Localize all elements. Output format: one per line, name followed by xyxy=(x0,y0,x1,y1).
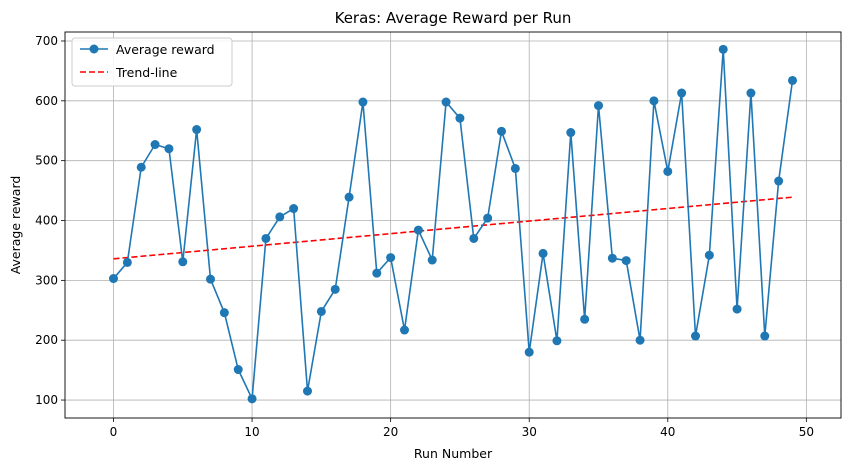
data-point xyxy=(413,225,423,235)
data-point xyxy=(497,126,506,136)
data-point xyxy=(289,204,299,214)
data-point xyxy=(136,162,146,172)
data-point xyxy=(635,335,645,345)
data-point xyxy=(178,257,188,267)
data-point xyxy=(691,331,700,341)
data-point xyxy=(386,253,396,263)
data-point xyxy=(316,306,326,316)
data-point xyxy=(344,192,354,202)
plot-frame xyxy=(64,31,842,419)
data-point xyxy=(247,394,257,404)
plot-area xyxy=(109,44,797,404)
y-axis-label: Average reward xyxy=(8,176,23,275)
y-tick-label: 500 xyxy=(35,154,58,168)
y-tick-label: 100 xyxy=(35,393,58,407)
data-point xyxy=(192,125,202,135)
data-point xyxy=(358,97,368,107)
data-point xyxy=(455,113,465,123)
data-point xyxy=(150,140,160,150)
data-point xyxy=(109,274,118,284)
data-point xyxy=(566,128,576,138)
x-axis: 0 10 20 30 40 50 xyxy=(110,418,814,439)
x-tick-label: 20 xyxy=(383,425,398,439)
data-point xyxy=(233,365,243,375)
y-tick-label: 600 xyxy=(35,94,58,108)
data-point xyxy=(718,44,728,54)
data-point xyxy=(607,253,617,263)
data-point xyxy=(788,75,797,85)
data-point xyxy=(330,284,340,294)
data-point xyxy=(774,176,784,186)
legend: Average reward Trend-line xyxy=(71,37,233,87)
data-point xyxy=(510,163,520,173)
data-point xyxy=(663,166,673,176)
data-point xyxy=(469,233,479,243)
y-tick-label: 700 xyxy=(35,34,58,48)
y-axis: 100 200 300 400 500 600 700 xyxy=(35,34,65,407)
y-tick-label: 300 xyxy=(35,273,58,287)
legend-marker-average-reward xyxy=(89,44,99,54)
x-tick-label: 10 xyxy=(244,425,259,439)
data-point xyxy=(649,96,659,106)
legend-box xyxy=(71,37,233,87)
data-point xyxy=(732,304,742,314)
data-point xyxy=(164,144,174,154)
x-tick-label: 30 xyxy=(522,425,537,439)
legend-label-average-reward: Average reward xyxy=(116,42,215,57)
data-point xyxy=(206,274,215,284)
data-point xyxy=(400,325,409,335)
data-point xyxy=(427,255,437,265)
y-tick-label: 200 xyxy=(35,333,58,347)
data-point xyxy=(580,314,590,324)
x-axis-label: Run Number xyxy=(414,446,493,461)
x-tick-label: 0 xyxy=(110,425,118,439)
chart-title: Keras: Average Reward per Run xyxy=(335,9,572,27)
data-point xyxy=(261,233,271,243)
data-point xyxy=(677,88,687,98)
data-point xyxy=(275,212,285,222)
data-point xyxy=(746,88,756,98)
data-point xyxy=(122,257,132,267)
data-point xyxy=(621,256,631,266)
data-point xyxy=(552,336,562,346)
series-trend-line xyxy=(113,196,793,260)
data-point xyxy=(219,308,229,318)
legend-label-trend-line: Trend-line xyxy=(115,65,178,80)
data-point xyxy=(538,248,548,258)
data-point xyxy=(594,101,603,111)
x-tick-label: 40 xyxy=(660,425,675,439)
data-point xyxy=(524,347,534,357)
data-point xyxy=(372,268,382,278)
x-tick-label: 50 xyxy=(799,425,814,439)
data-point xyxy=(704,250,714,260)
data-point xyxy=(760,331,770,341)
series-average-reward-line xyxy=(112,49,794,402)
y-tick-label: 400 xyxy=(35,214,58,228)
data-point xyxy=(483,213,493,223)
data-point xyxy=(441,97,451,107)
data-point xyxy=(303,386,312,396)
